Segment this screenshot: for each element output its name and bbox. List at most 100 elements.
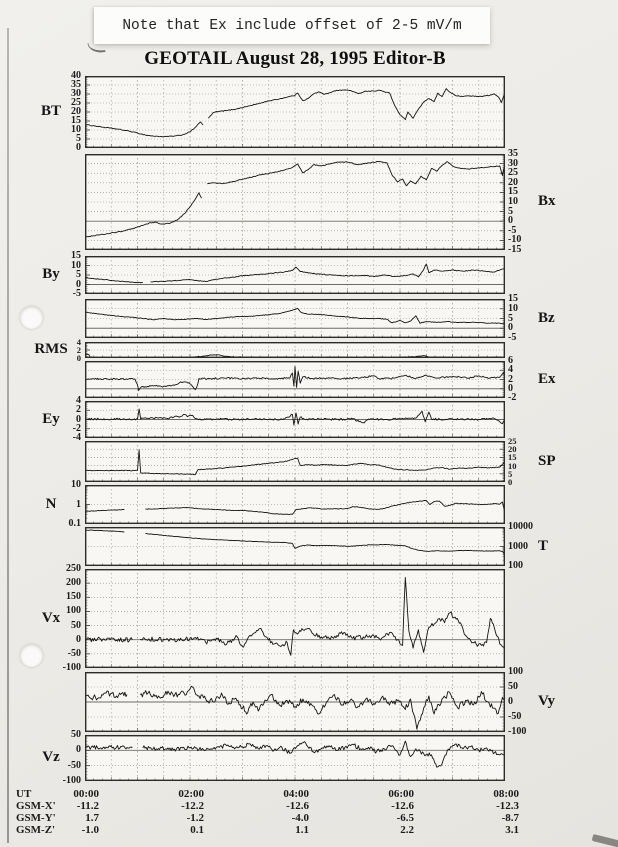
y-tick-label-bz: 15 (508, 293, 518, 304)
y-tick-label-vx: -50 (67, 647, 81, 659)
y-tick-label-t: 1000 (508, 540, 528, 552)
axis-value: -8.7 (501, 812, 519, 824)
panel-label-bt: BT (40, 103, 61, 119)
hole-punch-bottom (20, 644, 43, 667)
panel-label-ey: Ey (42, 410, 60, 427)
panel-label-vz: Vz (42, 749, 60, 765)
y-tick-label-by: 15 (71, 250, 81, 261)
axis-value: -12.3 (496, 800, 519, 812)
panel-vx (85, 569, 505, 668)
y-tick-label-bz: -5 (508, 332, 517, 343)
y-tick-label-bx: -10 (508, 234, 522, 246)
y-tick-label-bt: 25 (71, 97, 81, 108)
data-curve-sp (85, 449, 505, 476)
y-tick-label-by: 5 (76, 269, 81, 280)
y-tick-label-vz: -100 (62, 775, 81, 786)
hole-punch-top (20, 306, 43, 329)
panel-label-rms: RMS (34, 341, 68, 357)
panel-n (85, 485, 505, 524)
panel-t (85, 527, 505, 566)
panel-label-by: By (42, 266, 60, 282)
panel-label-ex: Ex (538, 370, 556, 387)
y-tick-label-ex: 4 (508, 364, 513, 376)
chart-title: GEOTAIL August 28, 1995 Editor-B (144, 48, 446, 69)
panel-sp (85, 441, 505, 482)
axis-value: 1.1 (295, 824, 309, 836)
y-tick-label-bt: 5 (76, 133, 81, 144)
y-tick-label-vy: 0 (508, 696, 513, 707)
axis-row-label: GSM-Y' (16, 812, 56, 824)
y-tick-label-n: 0.1 (68, 518, 82, 529)
y-tick-label-bt: 35 (71, 79, 81, 90)
panel-bz (85, 299, 505, 338)
axis-value: -1.0 (81, 824, 99, 836)
axis-value: 2.2 (400, 824, 414, 836)
y-tick-label-sp: 15 (508, 452, 517, 463)
note-text: Note that Ex include offset of 2-5 mV/m (122, 17, 462, 34)
y-tick-label-sp: 20 (508, 444, 517, 455)
y-tick-label-bt: 0 (76, 142, 81, 153)
axis-row-label: GSM-X' (16, 800, 56, 812)
note-paper: Note that Ex include offset of 2-5 mV/m (94, 7, 490, 44)
panel-label-sp: SP (538, 452, 556, 469)
panel-label-bx: Bx (538, 193, 556, 209)
y-tick-label-by: 0 (76, 278, 81, 290)
y-tick-label-bx: 15 (508, 186, 518, 198)
axis-value: 00:00 (73, 788, 99, 800)
y-tick-label-n: 1 (76, 498, 81, 510)
y-tick-label-bx: 20 (508, 176, 518, 188)
y-tick-label-bx: -15 (508, 244, 522, 255)
y-tick-label-bx: 30 (508, 157, 518, 169)
y-tick-label-bz: 5 (508, 312, 513, 324)
y-tick-label-ey: 2 (76, 404, 81, 416)
y-tick-label-bx: 25 (508, 167, 518, 179)
panel-label-vx: Vx (41, 609, 61, 626)
y-tick-label-ey: -4 (72, 432, 81, 443)
data-curve-bt (85, 88, 505, 138)
y-tick-label-n: 10 (71, 479, 81, 490)
y-tick-label-bx: 0 (508, 215, 513, 227)
y-tick-label-vx: 200 (66, 577, 81, 589)
data-curve-ex (85, 366, 505, 392)
panel-ex (85, 361, 505, 398)
y-tick-label-rms: 2 (76, 345, 81, 355)
y-tick-label-vx: -100 (62, 662, 81, 673)
data-curve-ey (85, 408, 505, 426)
y-tick-label-bt: 15 (71, 115, 81, 126)
panel-by (85, 256, 505, 294)
axis-value: 0.1 (190, 824, 204, 836)
y-tick-label-ey: 4 (76, 395, 81, 406)
axis-value: -12.2 (181, 800, 204, 812)
y-tick-label-sp: 5 (508, 468, 513, 479)
y-tick-label-vy: 50 (508, 681, 518, 692)
y-tick-label-sp: 25 (508, 436, 517, 446)
axis-value: 1.7 (85, 812, 99, 824)
y-tick-label-vy: -100 (508, 726, 527, 737)
y-tick-label-sp: 0 (508, 477, 513, 487)
y-tick-label-vy: 100 (508, 666, 523, 677)
y-tick-label-vz: 0 (76, 744, 81, 756)
y-tick-label-bt: 20 (71, 106, 81, 117)
data-curve-vy (85, 685, 505, 730)
panel-label-bz: Bz (538, 309, 555, 326)
y-tick-label-bt: 40 (71, 70, 81, 81)
data-curve-bx (85, 161, 505, 238)
axis-value: 3.1 (505, 824, 519, 836)
y-tick-label-ey: 0 (76, 413, 81, 425)
axis-value: 04:00 (283, 788, 309, 800)
axis-value: 06:00 (388, 788, 414, 800)
scan-edge-shadow (7, 28, 9, 843)
y-tick-label-bt: 10 (71, 124, 81, 135)
data-curve-n (85, 500, 505, 516)
panel-vy (85, 672, 505, 732)
y-tick-label-t: 100 (508, 560, 523, 571)
y-tick-label-bz: 0 (508, 322, 513, 334)
panel-ey (85, 401, 505, 438)
axis-value: -12.6 (286, 800, 309, 812)
y-tick-label-vy: -50 (508, 711, 522, 722)
y-tick-label-rms: 0 (76, 353, 81, 363)
axis-row-label: GSM-Z' (16, 824, 56, 836)
y-tick-label-by: 10 (71, 259, 81, 271)
panel-label-vy: Vy (538, 693, 555, 709)
